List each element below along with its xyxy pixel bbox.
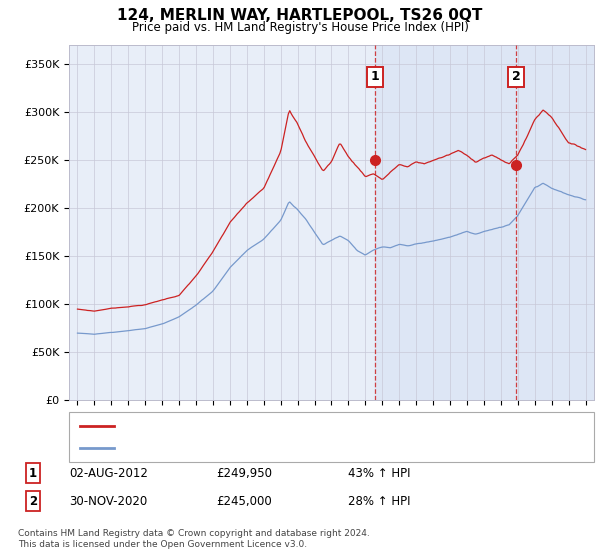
Text: Price paid vs. HM Land Registry's House Price Index (HPI): Price paid vs. HM Land Registry's House …: [131, 21, 469, 34]
Text: 124, MERLIN WAY, HARTLEPOOL, TS26 0QT: 124, MERLIN WAY, HARTLEPOOL, TS26 0QT: [118, 8, 482, 24]
Text: 2: 2: [29, 494, 37, 508]
Text: 1: 1: [29, 466, 37, 480]
Text: Contains HM Land Registry data © Crown copyright and database right 2024.
This d: Contains HM Land Registry data © Crown c…: [18, 529, 370, 549]
Text: HPI: Average price, detached house, Hartlepool: HPI: Average price, detached house, Hart…: [121, 443, 385, 453]
Text: 28% ↑ HPI: 28% ↑ HPI: [348, 494, 410, 508]
Text: £249,950: £249,950: [216, 466, 272, 480]
Text: 43% ↑ HPI: 43% ↑ HPI: [348, 466, 410, 480]
Bar: [375, 45, 594, 400]
Text: 2: 2: [512, 71, 521, 83]
Text: £245,000: £245,000: [216, 494, 272, 508]
Text: 30-NOV-2020: 30-NOV-2020: [69, 494, 147, 508]
Text: 1: 1: [371, 71, 380, 83]
Text: 124, MERLIN WAY, HARTLEPOOL, TS26 0QT (detached house): 124, MERLIN WAY, HARTLEPOOL, TS26 0QT (d…: [121, 421, 463, 431]
Text: 02-AUG-2012: 02-AUG-2012: [69, 466, 148, 480]
